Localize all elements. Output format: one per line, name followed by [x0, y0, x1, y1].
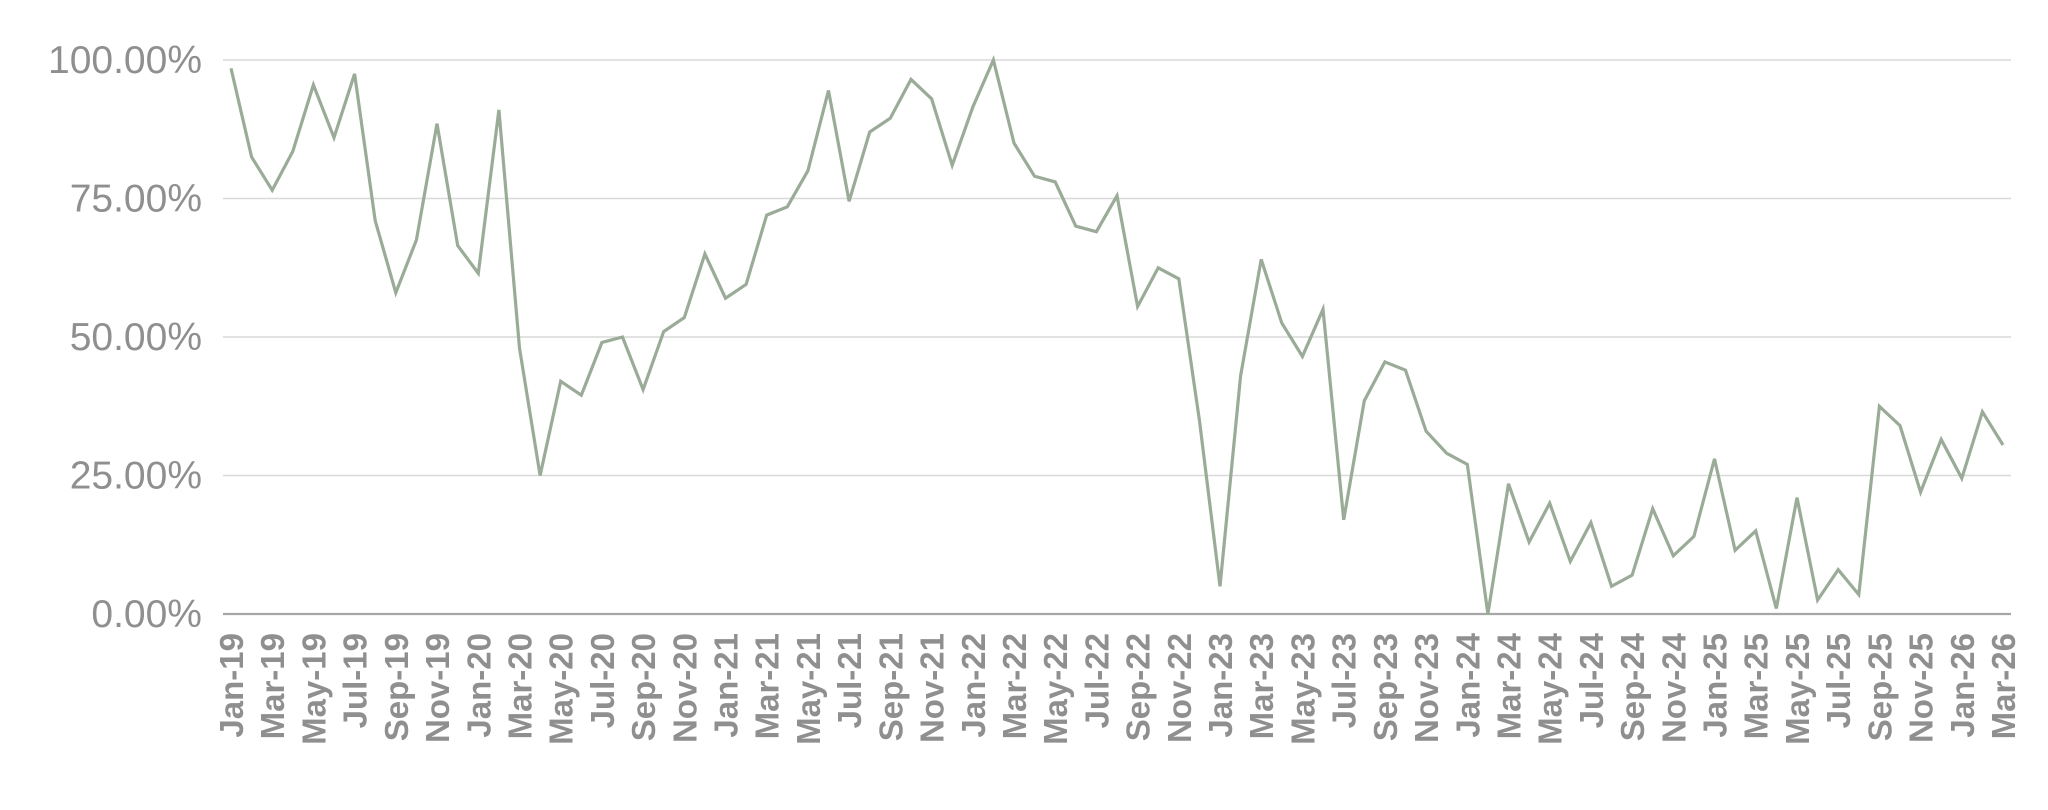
x-tick-label: Jul-25 — [1820, 633, 1857, 728]
y-axis-tick-labels: 0.00% 25.00% 50.00% 75.00% 100.00% — [48, 39, 202, 636]
x-tick-label: Jan-24 — [1449, 632, 1486, 737]
series-line — [229, 55, 2005, 615]
x-tick-label: Sep-24 — [1614, 632, 1651, 741]
x-tick-label: May-20 — [543, 633, 580, 745]
x-tick-label: Mar-20 — [501, 633, 538, 739]
x-tick-label: Jan-20 — [460, 633, 497, 738]
x-tick-label: Jan-22 — [955, 633, 992, 738]
x-tick-label: Mar-25 — [1738, 633, 1775, 739]
x-tick-label: May-22 — [1037, 633, 1074, 745]
x-tick-label: Nov-19 — [419, 633, 456, 743]
x-tick-label: May-25 — [1779, 633, 1816, 745]
x-tick-label: Mar-24 — [1490, 632, 1527, 739]
x-tick-label: Sep-21 — [872, 633, 909, 741]
x-tick-label: Jan-23 — [1202, 633, 1239, 738]
y-tick-label: 50.00% — [70, 316, 202, 359]
y-tick-label: 100.00% — [48, 39, 202, 82]
x-tick-label: Jul-23 — [1326, 633, 1363, 728]
x-tick-label: May-23 — [1284, 633, 1321, 745]
x-tick-label: Mar-19 — [254, 633, 291, 739]
x-tick-label: Mar-21 — [749, 633, 786, 739]
x-tick-label: Mar-23 — [1243, 633, 1280, 739]
x-tick-label: Mar-26 — [1985, 633, 2022, 739]
x-tick-label: Nov-23 — [1408, 633, 1445, 743]
x-tick-label: Sep-19 — [378, 633, 415, 741]
y-tick-label: 25.00% — [70, 455, 202, 498]
x-tick-label: Jan-21 — [708, 633, 745, 738]
x-tick-label: Jan-26 — [1944, 633, 1981, 738]
x-tick-label: May-19 — [295, 633, 332, 745]
x-tick-label: Jan-25 — [1697, 633, 1734, 738]
x-tick-label: Jan-19 — [213, 633, 250, 738]
x-tick-label: Nov-21 — [914, 633, 951, 743]
x-tick-label: Nov-24 — [1655, 632, 1692, 743]
x-tick-label: May-21 — [790, 633, 827, 745]
y-tick-label: 0.00% — [91, 593, 202, 636]
x-tick-label: Jul-20 — [584, 633, 621, 728]
gridlines — [223, 59, 2011, 616]
x-axis-tick-labels: Jan-19 Mar-19 May-19 Jul-19 Sep-19 Nov-19 Jan-… — [213, 632, 2022, 745]
x-tick-label: Sep-20 — [625, 633, 662, 741]
x-tick-label: Jul-19 — [337, 633, 374, 728]
x-tick-label: Sep-22 — [1120, 633, 1157, 741]
x-tick-label: Nov-20 — [666, 633, 703, 743]
x-tick-label: Jul-21 — [831, 633, 868, 728]
y-tick-label: 75.00% — [70, 178, 202, 221]
x-tick-label: Nov-22 — [1161, 633, 1198, 743]
series-layer — [229, 55, 2005, 615]
x-tick-label: Sep-23 — [1367, 633, 1404, 741]
x-tick-label: Jul-22 — [1078, 633, 1115, 728]
x-tick-label: Nov-25 — [1903, 633, 1940, 743]
x-tick-label: Jul-24 — [1573, 632, 1610, 728]
x-tick-label: May-24 — [1532, 632, 1569, 745]
x-tick-label: Sep-25 — [1861, 633, 1898, 741]
x-tick-label: Mar-22 — [996, 633, 1033, 739]
